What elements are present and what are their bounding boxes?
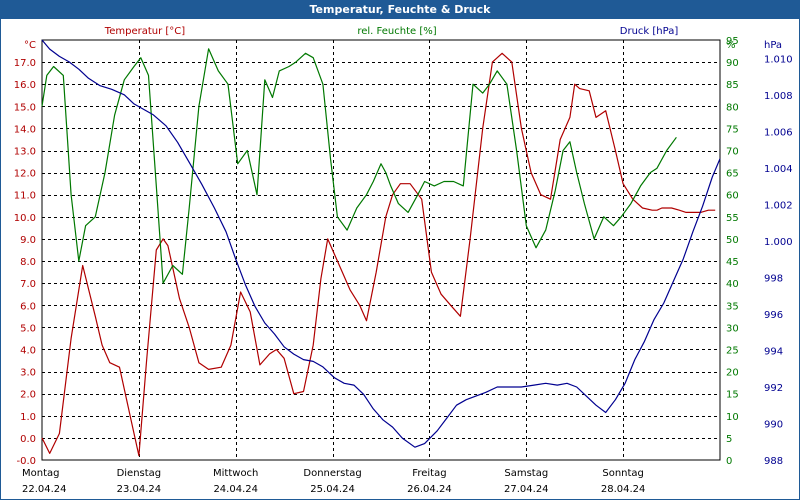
y-tick-label-humidity: 95 [726,36,739,47]
y-tick-label-temperature: 13.0 [14,147,36,158]
y-tick-label-pressure: 1.004 [764,164,793,175]
y-tick-label-humidity: 90 [726,58,739,69]
y-tick-label-humidity: 65 [726,169,739,180]
legend-humidity: rel. Feuchte [%] [357,26,436,37]
y-tick-label-pressure: 998 [764,273,783,284]
y-tick-label-humidity: 10 [726,412,739,423]
y-tick-label-humidity: 40 [726,279,739,290]
y-tick-label-humidity: 25 [726,345,739,356]
y-tick-label-temperature: 2.0 [20,390,36,401]
y-tick-label-pressure: 990 [764,419,783,430]
y-tick-label-temperature: 9.0 [20,235,36,246]
y-axis-unit-humidity: % [726,40,736,51]
y-axis-unit-pressure: hPa [764,40,782,51]
y-tick-label-pressure: 992 [764,383,783,394]
y-tick-label-humidity: 75 [726,124,739,135]
y-tick-label-temperature: 6.0 [20,301,36,312]
x-tick-label-date: 24.04.24 [213,484,258,495]
plot-area [41,39,721,461]
x-tick-label-day: Freitag [412,468,446,479]
y-axis-unit-temperature: °C [24,40,36,51]
y-tick-label-humidity: 70 [726,147,739,158]
y-tick-label-temperature: 10.0 [14,213,36,224]
y-tick-label-humidity: 80 [726,102,739,113]
y-tick-label-humidity: 55 [726,213,739,224]
x-tick-label-day: Mittwoch [213,468,258,479]
y-tick-label-humidity: 20 [726,368,739,379]
x-tick-label-date: 22.04.24 [22,484,67,495]
series-line-pressure [41,39,721,448]
y-tick-label-temperature: 4.0 [20,345,36,356]
y-tick-label-temperature: 1.0 [20,412,36,423]
y-tick-label-temperature: 17.0 [14,58,36,69]
y-tick-label-humidity: 30 [726,323,739,334]
y-tick-label-pressure: 994 [764,346,783,357]
legend-temperature: Temperatur [°C] [104,26,185,37]
x-tick-label-day: Dienstag [117,468,162,479]
x-tick-label-date: 23.04.24 [117,484,162,495]
y-tick-label-temperature: 5.0 [20,323,36,334]
y-tick-label-temperature: 11.0 [14,191,36,202]
x-tick-label-date: 28.04.24 [601,484,646,495]
y-tick-label-pressure: 988 [764,456,783,467]
chart-title: Temperatur, Feuchte & Druck [1,1,799,19]
y-tick-label-temperature: 14.0 [14,124,36,135]
y-tick-label-humidity: 60 [726,191,739,202]
y-tick-label-humidity: 45 [726,257,739,268]
y-tick-label-humidity: 50 [726,235,739,246]
y-tick-label-temperature: 15.0 [14,102,36,113]
x-tick-label-day: Donnerstag [303,468,361,479]
series-line-humidity [41,48,677,284]
y-tick-label-temperature: 3.0 [20,368,36,379]
x-tick-label-day: Sonntag [602,468,644,479]
y-tick-label-temperature: 7.0 [20,279,36,290]
y-tick-label-pressure: 1.006 [764,127,793,138]
y-tick-label-pressure: 1.000 [764,237,793,248]
y-tick-label-humidity: 15 [726,390,739,401]
x-tick-label-day: Samstag [504,468,548,479]
x-tick-label-date: 25.04.24 [310,484,355,495]
x-tick-label-day: Montag [22,468,59,479]
y-tick-label-humidity: 5 [726,434,732,445]
y-tick-label-temperature: 12.0 [14,169,36,180]
legend-pressure: Druck [hPa] [620,26,679,37]
y-tick-label-humidity: 85 [726,80,739,91]
y-tick-label-temperature: 16.0 [14,80,36,91]
y-tick-label-pressure: 996 [764,310,783,321]
y-tick-label-temperature: -0.0 [16,456,36,467]
y-tick-label-temperature: 0.0 [20,434,36,445]
x-tick-label-date: 27.04.24 [504,484,549,495]
y-tick-label-temperature: 8.0 [20,257,36,268]
y-tick-label-pressure: 1.010 [764,54,793,65]
y-tick-label-humidity: 0 [726,456,732,467]
y-tick-label-pressure: 1.002 [764,200,793,211]
y-tick-label-humidity: 35 [726,301,739,312]
y-tick-label-pressure: 1.008 [764,91,793,102]
x-tick-label-date: 26.04.24 [407,484,452,495]
